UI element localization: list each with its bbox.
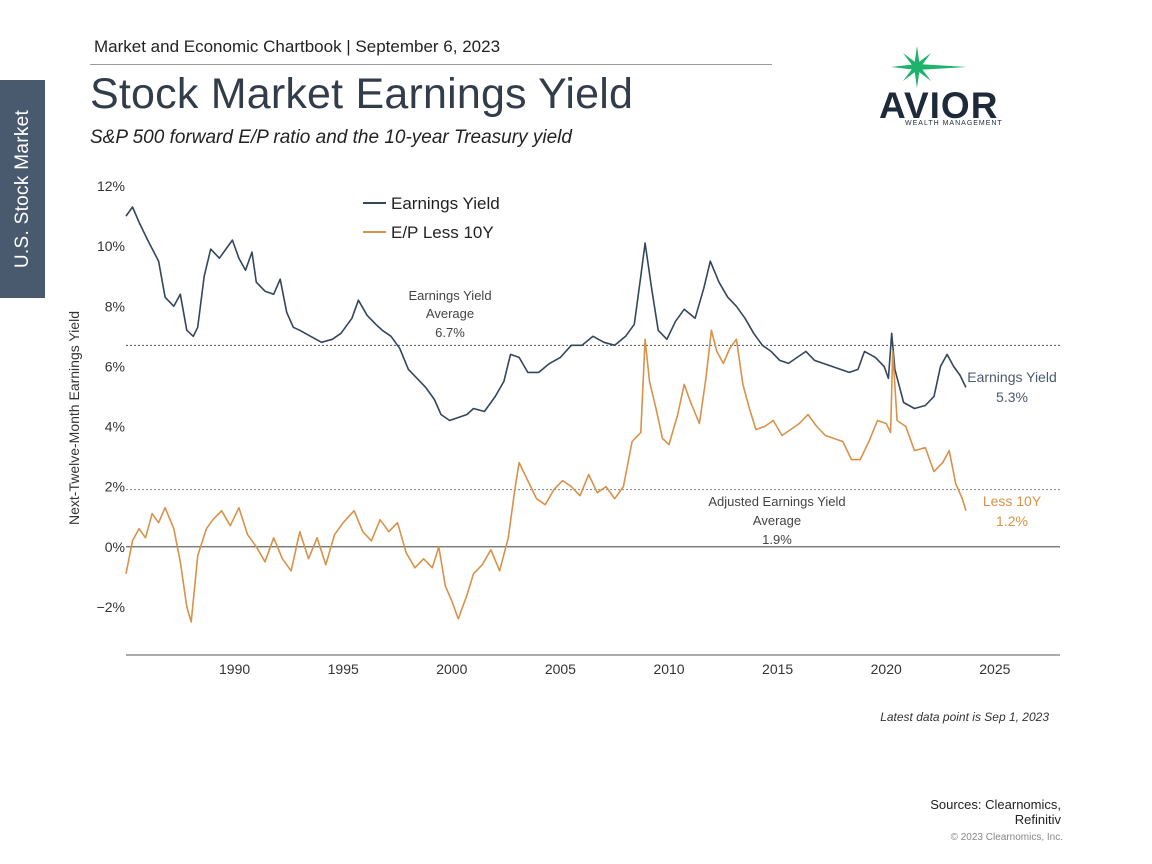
sources-line-1: Sources: Clearnomics,: [930, 797, 1061, 812]
legend-label: Earnings Yield: [391, 194, 500, 213]
star-icon: [891, 46, 967, 88]
x-tick-label: 2020: [871, 661, 902, 677]
sources-note: Sources: Clearnomics, Refinitiv: [930, 797, 1061, 827]
page-title: Stock Market Earnings Yield: [90, 70, 634, 118]
star-ray-diagonal-b: [903, 53, 931, 81]
x-tick-label: 2005: [545, 661, 576, 677]
average-label: Average: [753, 513, 801, 528]
average-label: Earnings Yield: [408, 288, 491, 303]
y-tick-label: 4%: [105, 419, 125, 435]
legend-label: E/P Less 10Y: [391, 223, 494, 242]
x-tick-label: 1995: [328, 661, 359, 677]
section-tab: U.S. Stock Market: [0, 80, 45, 298]
x-tick-label: 2025: [979, 661, 1010, 677]
series-end-label: Less 10Y: [983, 493, 1042, 509]
header-divider: [90, 64, 772, 65]
x-tick-label: 2000: [436, 661, 467, 677]
logo-tagline: WEALTH MANAGEMENT: [905, 120, 1003, 127]
average-label: Adjusted Earnings Yield: [708, 494, 845, 509]
x-tick-label: 1990: [219, 661, 250, 677]
y-axis-label: Next-Twelve-Month Earnings Yield: [66, 311, 82, 525]
average-label: 1.9%: [762, 532, 792, 547]
chartbook-header: Market and Economic Chartbook | Septembe…: [94, 37, 501, 56]
y-tick-label: 8%: [105, 298, 125, 314]
sources-line-2: Refinitiv: [1014, 812, 1061, 827]
copyright: © 2023 Clearnomics, Inc.: [950, 832, 1063, 843]
earnings-yield-line: [125, 206, 967, 422]
y-tick-label: 6%: [105, 358, 125, 374]
star-ray-horizontal: [891, 64, 967, 70]
y-tick-label: 2%: [105, 479, 125, 495]
series-end-label: 1.2%: [996, 513, 1028, 529]
logo-wordmark: AVIOR: [879, 85, 999, 126]
y-tick-label: 0%: [105, 539, 125, 555]
y-tick-label: 12%: [97, 178, 125, 194]
x-tick-label: 2015: [762, 661, 793, 677]
avior-logo: AVIOR WEALTH MANAGEMENT: [875, 42, 1010, 132]
ep-less-10y-line: [125, 329, 967, 623]
series-end-label: Earnings Yield: [967, 369, 1057, 385]
latest-data-note: Latest data point is Sep 1, 2023: [880, 710, 1049, 724]
y-tick-label: −2%: [97, 599, 125, 615]
y-tick-label: 10%: [97, 238, 125, 254]
series-end-label: 5.3%: [996, 389, 1028, 405]
average-label: 6.7%: [435, 325, 465, 340]
x-tick-label: 2010: [653, 661, 684, 677]
page-subtitle: S&P 500 forward E/P ratio and the 10-yea…: [90, 127, 572, 148]
average-label: Average: [426, 306, 474, 321]
